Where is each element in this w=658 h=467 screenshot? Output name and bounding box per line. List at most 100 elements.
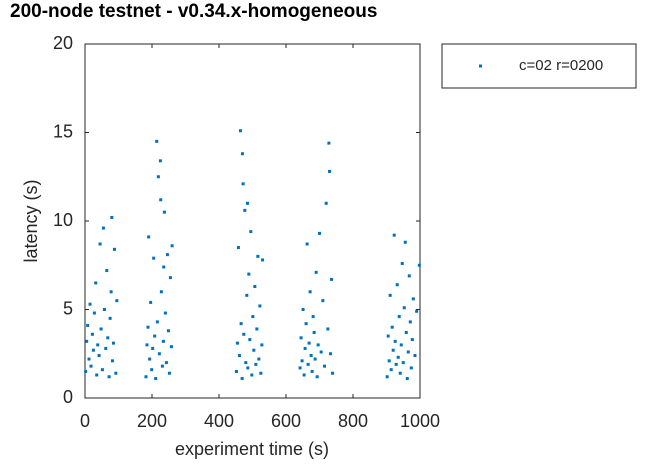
point <box>164 361 168 365</box>
point <box>399 343 403 347</box>
point <box>114 371 118 375</box>
point <box>410 338 414 342</box>
point <box>105 269 109 273</box>
point <box>153 334 157 338</box>
point <box>255 327 259 331</box>
point <box>299 336 303 340</box>
point <box>298 366 302 370</box>
x-axis-label: experiment time (s) <box>175 439 329 459</box>
point <box>148 357 152 361</box>
point <box>244 361 248 365</box>
point <box>238 129 242 133</box>
point <box>404 331 408 335</box>
point <box>393 339 397 343</box>
x-tick-label: 800 <box>338 411 368 431</box>
point <box>242 332 246 336</box>
point <box>305 242 309 246</box>
point <box>109 290 113 294</box>
y-tick-label: 10 <box>53 210 73 230</box>
point <box>94 281 98 285</box>
x-tick-label: 600 <box>271 411 301 431</box>
point <box>387 359 391 363</box>
point <box>397 315 401 319</box>
point <box>149 300 153 304</box>
point <box>251 315 255 319</box>
point <box>107 375 111 379</box>
point <box>411 297 415 301</box>
point <box>108 316 112 320</box>
point <box>155 320 159 324</box>
y-axis-label: latency (s) <box>21 179 41 262</box>
point <box>157 352 161 356</box>
chart-title: 200-node testnet - v0.34.x-homogeneous <box>10 1 377 22</box>
point <box>168 276 172 280</box>
point <box>154 377 158 381</box>
x-tick-label: 0 <box>80 411 90 431</box>
point <box>88 302 92 306</box>
point <box>250 373 254 377</box>
point <box>87 357 91 361</box>
point <box>331 371 335 375</box>
point <box>315 375 319 379</box>
point <box>169 345 173 349</box>
legend-label: c=02 r=0200 <box>519 57 603 74</box>
y-tick-label: 5 <box>63 298 73 318</box>
point <box>403 240 407 244</box>
point <box>257 357 261 361</box>
point <box>112 247 116 251</box>
point <box>159 198 163 202</box>
x-tick-label: 1000 <box>400 411 440 431</box>
point <box>150 368 154 372</box>
point <box>110 215 114 219</box>
point <box>243 208 247 212</box>
point <box>239 322 243 326</box>
point <box>159 290 163 294</box>
point <box>328 169 332 173</box>
x-tick-label: 200 <box>137 411 167 431</box>
point <box>84 369 88 373</box>
point <box>235 341 239 345</box>
point <box>102 308 106 311</box>
point <box>249 230 253 234</box>
point <box>246 366 250 370</box>
point <box>253 284 257 288</box>
point <box>237 354 241 358</box>
point <box>303 346 307 350</box>
point <box>417 263 421 267</box>
point <box>302 373 306 377</box>
point <box>144 375 148 379</box>
point <box>261 258 265 262</box>
y-tick-label: 15 <box>53 121 73 141</box>
point <box>313 357 317 361</box>
point <box>147 235 151 239</box>
point <box>259 371 263 375</box>
point <box>307 341 311 345</box>
point <box>310 369 314 373</box>
point <box>155 139 159 143</box>
point <box>101 226 105 230</box>
point <box>163 311 167 315</box>
point <box>400 261 404 265</box>
point <box>402 306 406 310</box>
point <box>158 159 162 163</box>
point <box>256 254 260 258</box>
point <box>241 182 245 186</box>
point <box>398 371 402 375</box>
point <box>240 152 244 156</box>
point <box>161 339 165 343</box>
point <box>316 343 320 347</box>
y-tick-label: 20 <box>53 33 73 53</box>
point <box>166 329 170 333</box>
point <box>319 350 323 354</box>
point <box>247 272 251 276</box>
point <box>309 354 313 358</box>
point <box>86 323 90 327</box>
point <box>110 359 114 363</box>
point <box>170 244 174 248</box>
point <box>389 368 393 372</box>
point <box>394 362 398 366</box>
point <box>96 343 100 347</box>
point <box>386 334 390 338</box>
point <box>385 375 389 379</box>
